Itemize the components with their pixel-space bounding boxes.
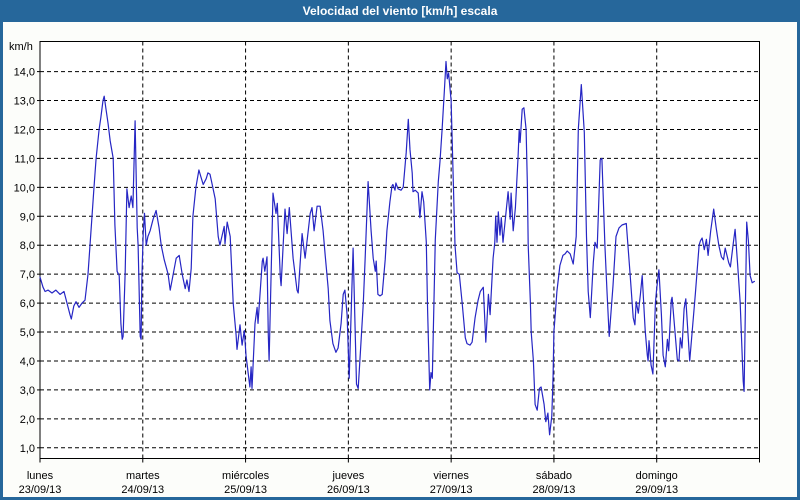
x-day-date-label: 28/09/13 (533, 484, 576, 496)
plot-area (40, 41, 760, 459)
y-tick-label: 7,0 (20, 269, 35, 281)
x-day-date-label: 29/09/13 (635, 484, 678, 496)
chart-title: Velocidad del viento [km/h] escala (302, 4, 498, 18)
y-tick-label: 4,0 (20, 356, 35, 368)
y-tick-label: 2,0 (20, 414, 35, 426)
x-day-name-label: sábado (536, 470, 572, 482)
wind-speed-line (39, 60, 756, 436)
x-day-date-label: 23/09/13 (19, 484, 62, 496)
y-tick-label: 3,0 (20, 385, 35, 397)
y-tick-label: 5,0 (20, 327, 35, 339)
y-tick-label: 9,0 (20, 211, 35, 223)
x-day-name-label: martes (126, 470, 160, 482)
x-day-date-label: 27/09/13 (430, 484, 473, 496)
x-day-date-label: 24/09/13 (121, 484, 164, 496)
x-day-name-label: lunes (27, 470, 54, 482)
y-tick-label: 8,0 (20, 240, 35, 252)
x-day-date-label: 26/09/13 (327, 484, 370, 496)
x-day-name-label: miércoles (222, 470, 270, 482)
x-day-name-label: viernes (433, 470, 469, 482)
plot-border (39, 41, 760, 459)
x-day-date-label: 25/09/13 (224, 484, 267, 496)
y-tick-label: 6,0 (20, 298, 35, 310)
y-tick-label: 10,0 (14, 182, 35, 194)
y-tick-label: 12,0 (14, 124, 35, 136)
x-day-name-label: jueves (331, 470, 364, 482)
y-tick-label: 14,0 (14, 67, 35, 79)
window-titlebar: Velocidad del viento [km/h] escala (0, 0, 800, 22)
y-tick-label: 1,0 (20, 443, 35, 455)
y-tick-label: 11,0 (14, 153, 35, 165)
y-tick-label: 13,0 (14, 96, 35, 108)
y-axis-unit-label: km/h (9, 41, 33, 53)
x-day-name-label: domingo (636, 470, 678, 482)
